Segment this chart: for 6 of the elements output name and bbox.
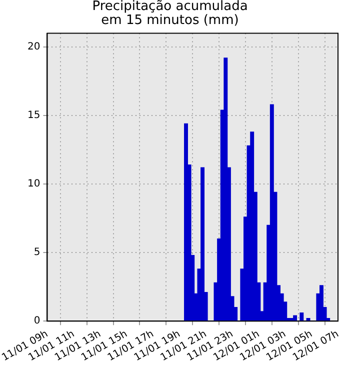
y-tick-label: 5 bbox=[34, 247, 40, 258]
y-tick-label: 10 bbox=[27, 178, 40, 190]
chart-title: Precipitação acumulada em 15 minutos (mm) bbox=[92, 0, 248, 28]
y-tick-label: 15 bbox=[27, 110, 40, 122]
y-tick-label: 0 bbox=[34, 316, 40, 327]
y-tick-label: 20 bbox=[27, 42, 40, 53]
